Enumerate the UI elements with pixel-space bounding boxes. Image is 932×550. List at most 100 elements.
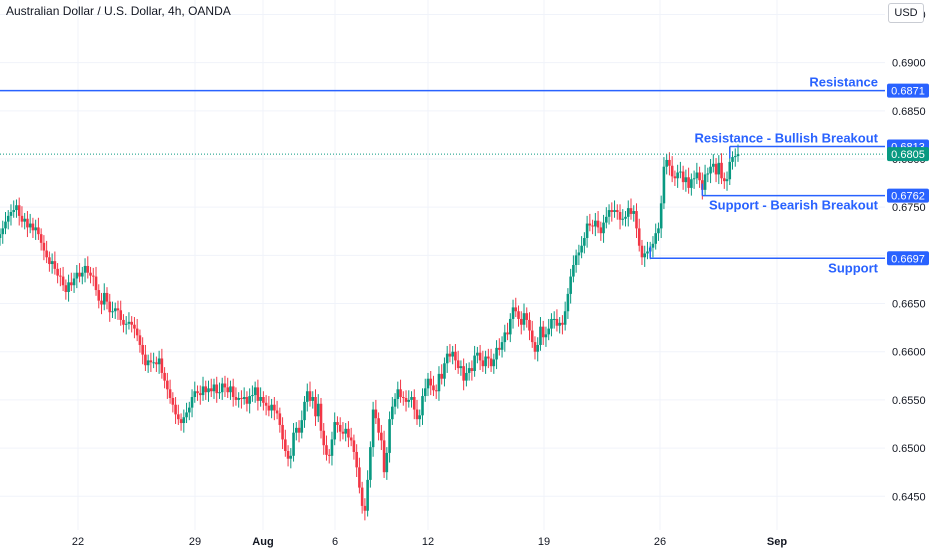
level-label: Support [828, 260, 878, 275]
candle-body [657, 228, 660, 234]
price-tag [887, 251, 929, 266]
candle-body [580, 245, 583, 253]
candle-body [196, 391, 199, 394]
candle-body [264, 402, 268, 406]
candle-body [670, 165, 674, 177]
candle-body [102, 292, 106, 305]
candle-body [259, 397, 262, 401]
candle-body [366, 479, 369, 511]
candle-body [64, 285, 68, 292]
candle-body [281, 424, 284, 440]
candle-body [610, 210, 614, 212]
candle-body [470, 368, 474, 371]
candle-body [530, 330, 534, 343]
candle-body [231, 386, 235, 398]
candle-body [97, 290, 101, 301]
candle-body [380, 432, 383, 441]
candle-body [572, 265, 575, 277]
candle-body [360, 487, 364, 506]
candle-body [731, 157, 734, 162]
candle-body [547, 328, 550, 335]
candle-body [698, 172, 701, 181]
candle-body [146, 360, 150, 366]
candle-body [629, 208, 633, 214]
currency-button[interactable]: USD [888, 3, 924, 23]
candle-body [465, 372, 468, 381]
candle-body [733, 156, 737, 158]
candle-body [349, 437, 353, 441]
candle-body [626, 208, 630, 217]
candle-body [67, 282, 70, 292]
candle-body [487, 356, 490, 359]
candle-body [4, 221, 7, 229]
candle-body [722, 178, 726, 182]
candle-body [423, 388, 427, 397]
candle-body [602, 222, 605, 234]
x-tick-label: 19 [538, 536, 550, 548]
y-tick-label: 0.6600 [892, 347, 926, 359]
candle-body [665, 159, 668, 167]
candle-body [717, 162, 721, 175]
candle-body [135, 328, 139, 336]
candle-body [539, 326, 542, 345]
candle-body [492, 359, 496, 367]
candle-body [286, 450, 290, 459]
candle-body [550, 318, 553, 329]
candle-body [155, 362, 158, 365]
x-tick-label: 12 [422, 536, 434, 548]
candle-body [48, 257, 51, 265]
candle-body [426, 378, 430, 389]
price-tag [887, 83, 929, 98]
candle-body [690, 179, 693, 188]
candle-body [712, 163, 715, 167]
candle-body [503, 332, 507, 343]
candle-body [275, 410, 279, 414]
candle-body [289, 455, 293, 459]
candle-body [237, 397, 240, 400]
x-axis: 22 29 Aug 6 12 19 26 Sep [72, 536, 787, 548]
y-axis: 0.64500.65000.65500.66000.66500.67000.67… [887, 9, 929, 503]
candle-body [728, 161, 732, 180]
candle-body [613, 210, 616, 212]
candle-body [198, 393, 202, 396]
candle-body [138, 335, 142, 345]
candle-body [720, 162, 723, 179]
candle-body [558, 322, 561, 326]
candle-body [371, 409, 375, 448]
candle-body [467, 368, 471, 373]
candle-body [242, 397, 246, 399]
candle-body [119, 310, 123, 320]
candle-body [481, 360, 485, 367]
candle-body [127, 321, 131, 324]
candle-body [185, 412, 188, 418]
candle-body [53, 261, 57, 269]
candle-body [245, 397, 249, 404]
candle-body [583, 238, 586, 246]
candle-body [498, 347, 501, 350]
candle-body [42, 242, 46, 251]
candle-body [344, 428, 347, 434]
candle-body [377, 418, 380, 433]
candle-body [81, 272, 84, 277]
candle-body [410, 397, 413, 400]
candle-body [429, 378, 433, 386]
candle-body [166, 380, 169, 390]
candle-body [113, 308, 117, 312]
candle-body [212, 384, 216, 392]
candle-body [725, 179, 729, 182]
candle-body [374, 409, 378, 419]
candle-body [399, 389, 402, 398]
candle-body [89, 272, 92, 276]
x-tick-label: Aug [252, 536, 273, 548]
candle-body [703, 174, 707, 190]
candle-body [229, 386, 232, 393]
candle-body [124, 323, 128, 325]
candle-body [646, 251, 649, 254]
candle-body [100, 300, 103, 305]
candle-body [736, 154, 740, 157]
candle-body [654, 233, 657, 244]
candle-body [443, 363, 446, 379]
candle-body [401, 397, 405, 399]
level-lines: Resistance Resistance - Bullish Breakout S… [0, 75, 885, 275]
